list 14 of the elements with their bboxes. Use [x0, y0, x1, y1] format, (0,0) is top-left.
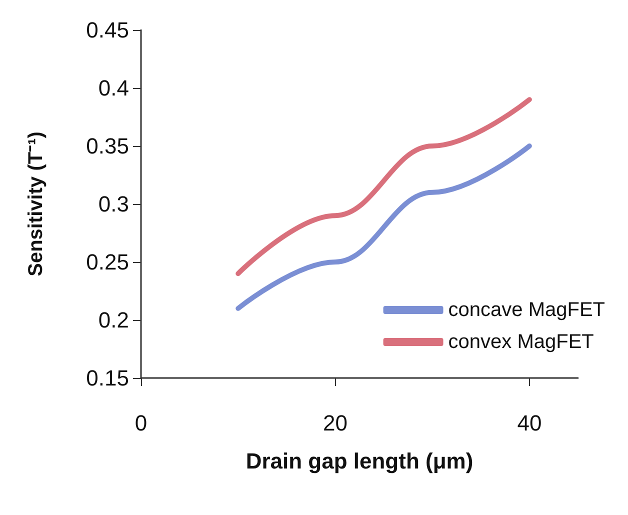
x-tick-label: 20 — [322, 410, 348, 436]
y-tick-label: 0.35 — [86, 134, 129, 158]
y-tick-label: 0.25 — [86, 250, 129, 274]
y-tick-label: 0.45 — [86, 18, 129, 42]
x-tick-label: 0 — [134, 410, 148, 436]
x-tick-label: 40 — [517, 410, 542, 436]
y-tick-label: 0.15 — [86, 366, 129, 390]
y-tick-label: 0.2 — [98, 308, 129, 332]
legend-label: convex MagFET — [448, 331, 594, 353]
y-tick-label: 0.4 — [98, 76, 129, 100]
x-axis-title: Drain gap length (μm) — [246, 448, 474, 474]
legend-label: concave MagFET — [448, 299, 606, 321]
y-axis-title: Sensitivity (T⁻¹) — [25, 132, 47, 276]
y-tick-label: 0.3 — [98, 192, 129, 216]
